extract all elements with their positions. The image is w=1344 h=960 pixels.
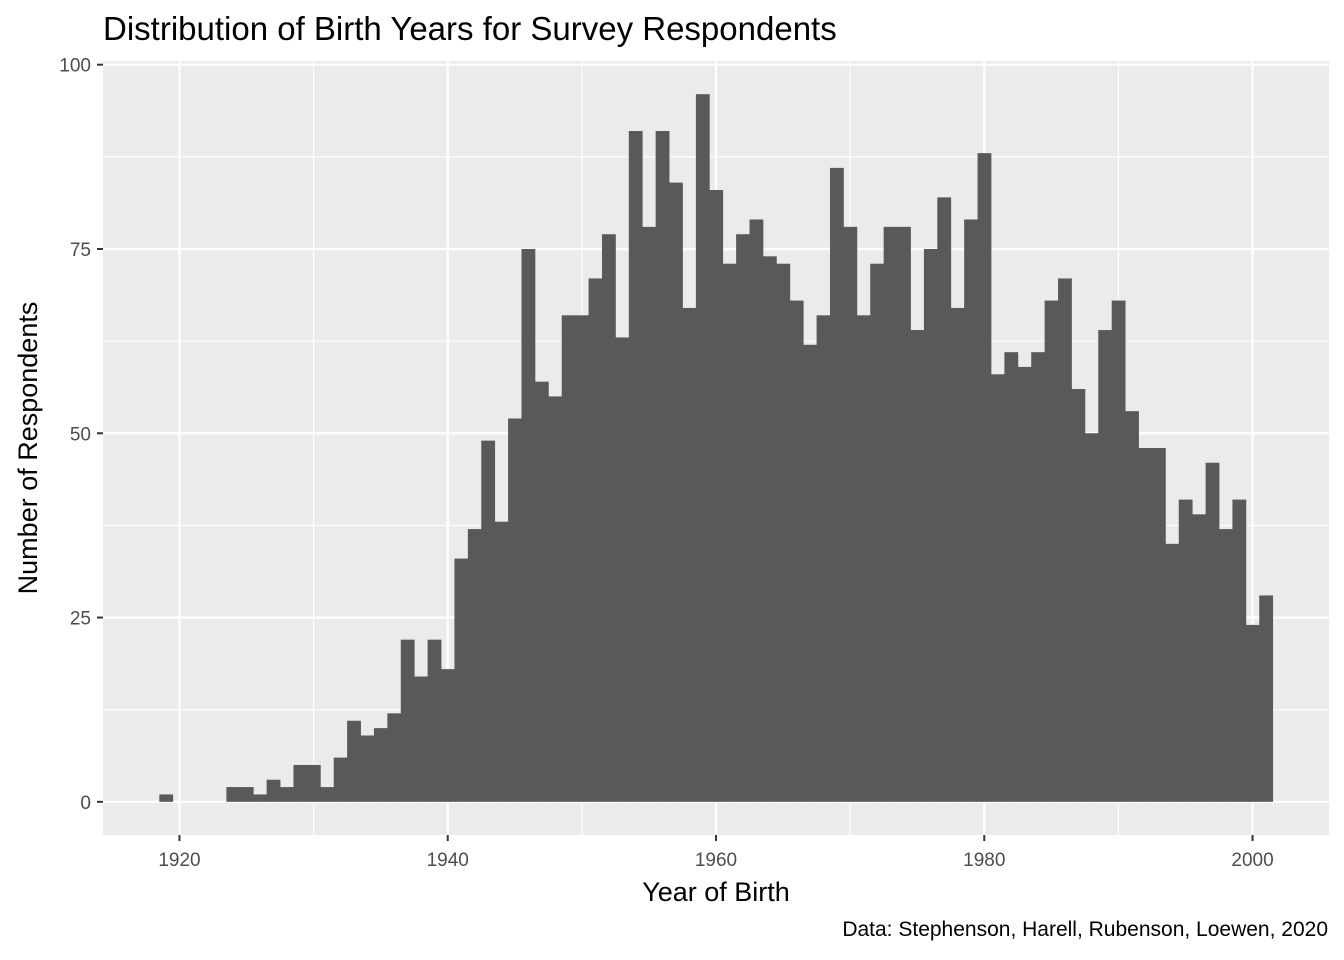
chart-caption: Data: Stephenson, Harell, Rubenson, Loew… [842, 918, 1328, 941]
x-tick-label: 1960 [695, 850, 737, 871]
histogram-bar [1071, 389, 1086, 802]
histogram-bar [897, 226, 911, 802]
histogram-bar [1031, 352, 1046, 802]
histogram-bar [306, 764, 321, 802]
histogram-bar [266, 779, 281, 802]
histogram-bar [1017, 366, 1032, 802]
histogram-bar [1044, 300, 1059, 802]
histogram-bar [1125, 411, 1139, 802]
histogram-bar [883, 226, 898, 802]
histogram-bar [1178, 499, 1193, 802]
histogram-bar [320, 787, 335, 802]
histogram-bar [964, 219, 978, 802]
histogram-bar [977, 153, 992, 802]
histogram-bar [1192, 514, 1206, 802]
histogram-bar [1219, 529, 1233, 802]
histogram-bar [454, 558, 469, 802]
histogram-bar [1165, 543, 1180, 802]
chart-title: Distribution of Birth Years for Survey R… [103, 10, 837, 47]
histogram-bar [722, 263, 737, 802]
histogram-bar [1232, 499, 1247, 802]
histogram-bar [642, 226, 657, 802]
histogram-bar [776, 263, 791, 802]
histogram-bar [561, 315, 576, 802]
histogram-bar [709, 190, 724, 802]
histogram-bar [1084, 433, 1099, 802]
histogram-bar [253, 794, 268, 802]
x-tick-label: 1940 [427, 850, 469, 871]
histogram-bar [1259, 595, 1274, 802]
histogram-bar [1098, 330, 1113, 802]
histogram-bar [494, 521, 509, 802]
y-tick-label: 100 [59, 56, 91, 77]
histogram-bar [333, 757, 348, 802]
histogram-bar [695, 94, 710, 802]
histogram-bar [239, 787, 254, 802]
histogram-bar [1151, 448, 1166, 802]
histogram-bar [628, 131, 643, 802]
histogram-bar [1138, 448, 1153, 802]
histogram-bar [910, 330, 925, 802]
histogram-bar [762, 256, 777, 802]
histogram-bar [427, 639, 442, 802]
x-axis-ticks: 1920 1940 1960 1980 2000 [158, 835, 1274, 871]
histogram-bar [856, 315, 871, 802]
x-tick-label: 1980 [963, 850, 1005, 871]
histogram-bar [467, 529, 482, 802]
histogram-bar [870, 263, 885, 802]
histogram-bar [830, 167, 844, 802]
histogram-bar [441, 669, 455, 802]
y-tick-label: 25 [70, 609, 91, 630]
histogram-bar [360, 735, 375, 802]
x-axis-title: Year of Birth [642, 877, 790, 907]
histogram-bar [481, 440, 496, 802]
histogram-bar [655, 131, 670, 802]
histogram-bar [736, 234, 750, 802]
y-axis-title: Number of Respondents [13, 302, 43, 595]
histogram-bar [534, 381, 549, 802]
x-tick-label: 2000 [1231, 850, 1273, 871]
histogram-bar [1004, 352, 1019, 802]
histogram-bar [923, 248, 938, 802]
histogram-bar [575, 315, 589, 802]
y-tick-label: 75 [70, 240, 91, 261]
histogram-bar [293, 764, 308, 802]
histogram-bar [373, 728, 388, 802]
histogram-bar [588, 278, 603, 802]
histogram-bar [843, 226, 858, 802]
histogram-bar [226, 787, 241, 802]
histogram-bar [950, 307, 965, 802]
y-axis-ticks: 0 25 50 75 100 [59, 56, 103, 814]
histogram-bar [280, 787, 294, 802]
histogram-bar [521, 248, 536, 802]
histogram-bar [1245, 624, 1260, 802]
histogram-bar [669, 182, 683, 802]
histogram-bars [159, 94, 1274, 802]
histogram-bar [414, 676, 429, 802]
histogram-bar [789, 300, 804, 802]
histogram-bar [1205, 462, 1220, 802]
histogram-bar [159, 794, 174, 802]
histogram-bar [615, 337, 630, 802]
histogram-bar [1058, 278, 1072, 802]
y-tick-label: 50 [70, 424, 91, 445]
x-tick-label: 1920 [158, 850, 200, 871]
histogram-bar [1111, 300, 1126, 802]
histogram-bar [347, 720, 361, 802]
histogram-bar [990, 374, 1005, 802]
histogram-bar [749, 219, 764, 802]
y-tick-label: 0 [80, 793, 91, 814]
histogram-bar [508, 418, 522, 802]
histogram-bar [816, 315, 831, 802]
histogram-bar [601, 234, 616, 802]
histogram-bar [803, 344, 818, 802]
histogram-bar [937, 197, 952, 802]
histogram-bar [682, 307, 697, 802]
histogram-bar [548, 396, 563, 802]
histogram-bar [387, 713, 402, 802]
histogram-bar [400, 639, 415, 802]
